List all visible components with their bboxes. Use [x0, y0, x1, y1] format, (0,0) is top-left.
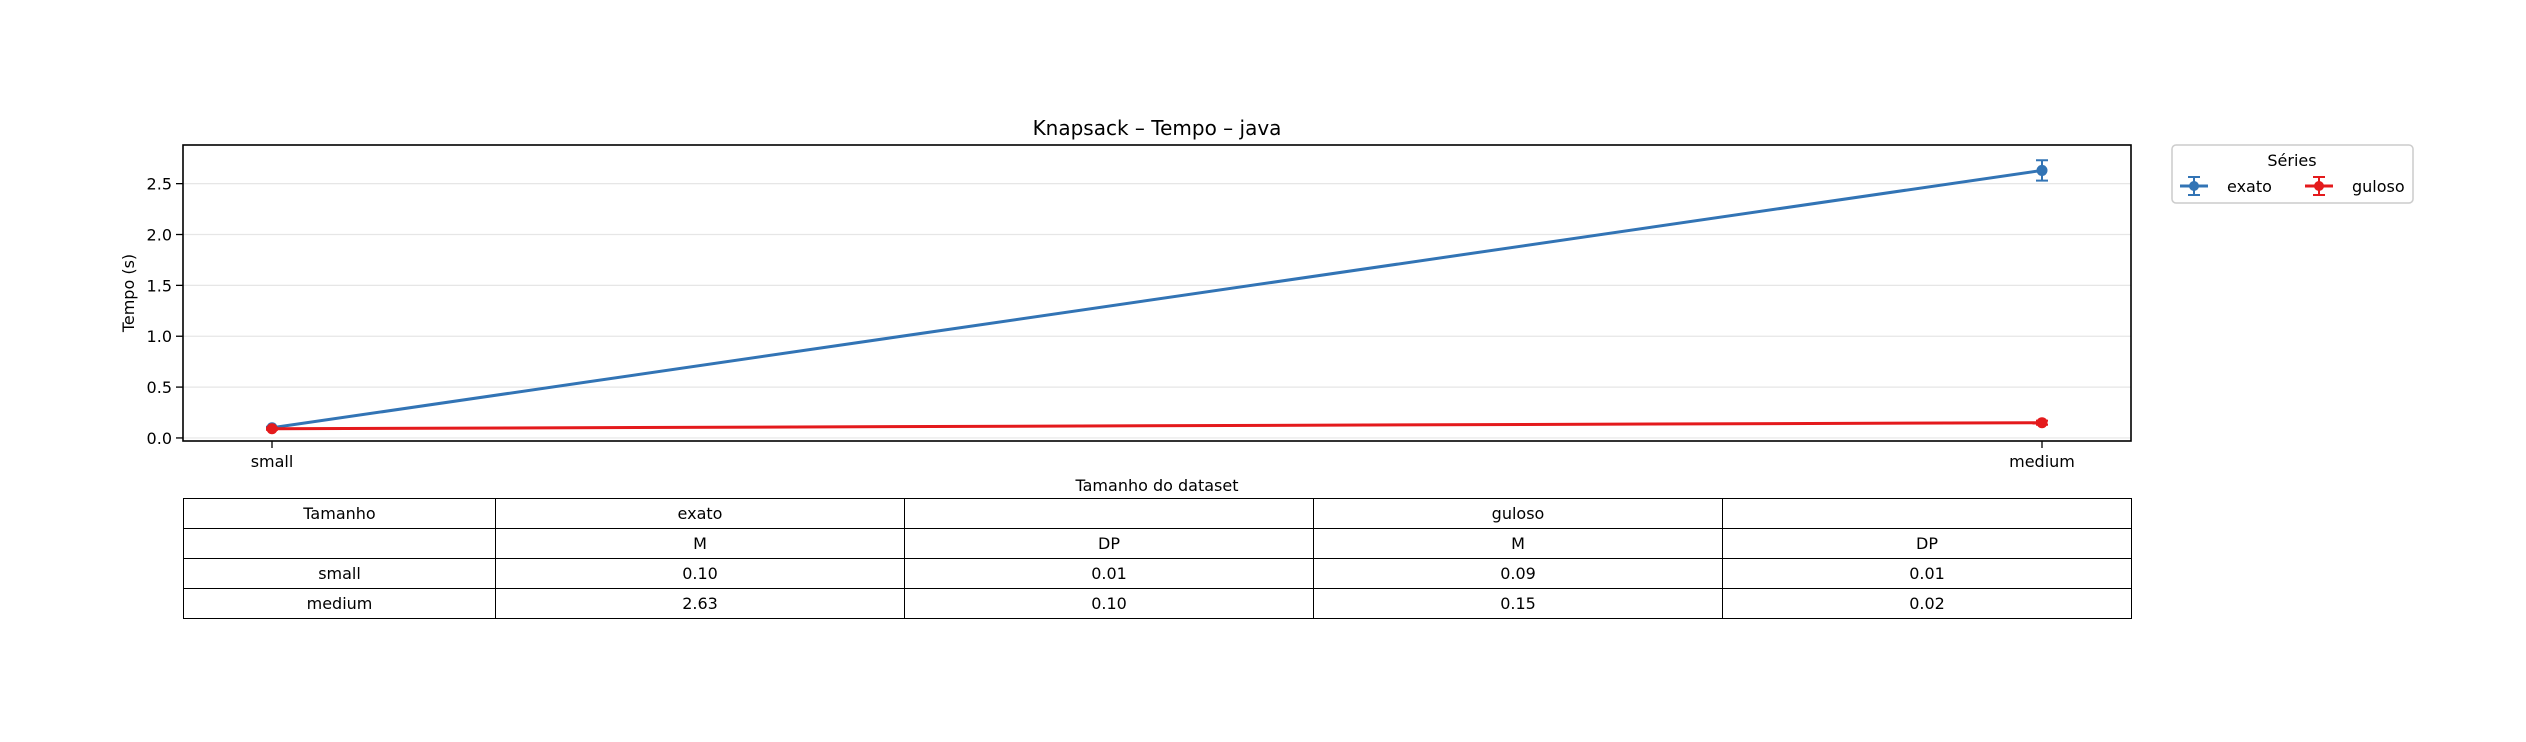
series-line-exato	[271, 168, 2043, 430]
table-header-cell: guloso	[1313, 498, 1723, 529]
table-cell: 0.01	[904, 558, 1314, 589]
table-cell: 0.10	[904, 588, 1314, 619]
legend-items: exato guloso	[2180, 176, 2405, 196]
legend-label-exato: exato	[2227, 177, 2272, 196]
table-cell: 0.15	[1313, 588, 1723, 619]
x-axis-label: Tamanho do dataset	[1075, 476, 1239, 495]
data-point-exato	[2036, 164, 2048, 176]
table-subheader-cell: DP	[1722, 528, 2132, 559]
y-tick-label: 1.5	[147, 276, 172, 295]
table-header-cell	[1722, 498, 2132, 529]
y-tick-label: 0.0	[147, 429, 172, 448]
legend-title: Séries	[2267, 151, 2316, 170]
y-tick-label: 0.5	[147, 378, 172, 397]
chart-title: Knapsack – Tempo – java	[1033, 116, 1282, 140]
table-cell: small	[183, 558, 496, 589]
table-header-cell: Tamanho	[183, 498, 496, 529]
data-table: Tamanho exato guloso M DP M DP small 0.1…	[183, 498, 2132, 619]
table-row: medium 2.63 0.10 0.15 0.02	[183, 588, 2132, 619]
table-subheader-cell	[183, 528, 496, 559]
table-header-cell	[904, 498, 1314, 529]
table-cell: 0.02	[1722, 588, 2132, 619]
series-line-guloso	[271, 421, 2043, 431]
table-cell: 2.63	[495, 588, 905, 619]
table-subheader-cell: M	[1313, 528, 1723, 559]
legend-marker-guloso	[2314, 181, 2324, 191]
y-tick-label: 1.0	[147, 327, 172, 346]
plot-frame	[182, 144, 2132, 442]
x-tick-label: small	[251, 452, 294, 471]
table-cell: medium	[183, 588, 496, 619]
table-subheader-cell: DP	[904, 528, 1314, 559]
table-cell: 0.10	[495, 558, 905, 589]
table-subheader-cell: M	[495, 528, 905, 559]
grid-lines	[183, 183, 2131, 439]
axes: 0.0 0.5 1.0 1.5 2.0 2.5 small medium	[147, 175, 2075, 471]
y-axis-label: Tempo (s)	[119, 254, 138, 333]
data-point-guloso	[2036, 417, 2048, 429]
table-header-row: Tamanho exato guloso	[183, 498, 2132, 529]
legend-marker-exato	[2189, 181, 2199, 191]
data-point-guloso	[266, 423, 278, 435]
table-row: small 0.10 0.01 0.09 0.01	[183, 558, 2132, 589]
y-tick-label: 2.5	[147, 175, 172, 194]
x-tick-label: medium	[2009, 452, 2075, 471]
table-header-cell: exato	[495, 498, 905, 529]
y-tick-label: 2.0	[147, 226, 172, 245]
table-cell: 0.01	[1722, 558, 2132, 589]
table-subheader-row: M DP M DP	[183, 528, 2132, 559]
legend: Séries exato guloso	[2171, 144, 2414, 204]
legend-frame	[2171, 144, 2414, 204]
legend-label-guloso: guloso	[2352, 177, 2405, 196]
series-layer	[266, 159, 2048, 435]
table-cell: 0.09	[1313, 558, 1723, 589]
